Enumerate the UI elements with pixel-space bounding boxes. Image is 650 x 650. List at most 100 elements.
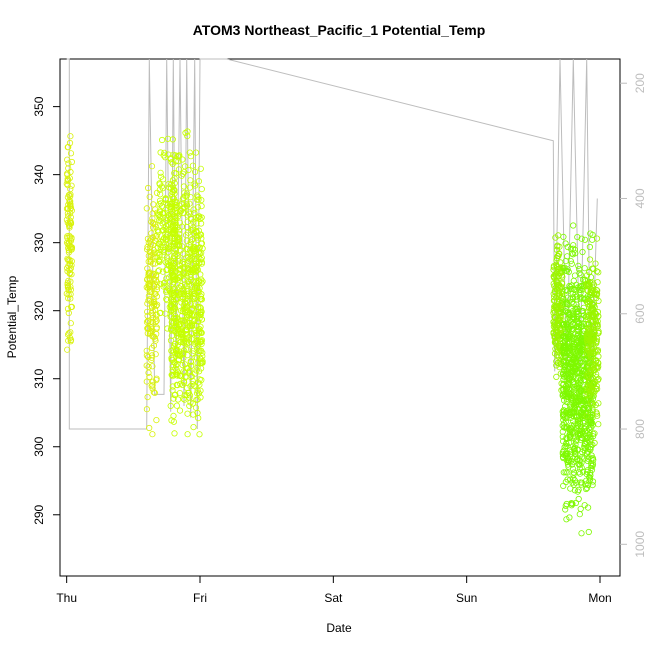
data-point — [569, 251, 577, 258]
data-point — [64, 264, 71, 272]
data-point — [184, 410, 191, 417]
data-point — [198, 276, 205, 283]
data-point — [585, 279, 592, 287]
data-point — [560, 411, 567, 418]
data-point — [174, 341, 181, 348]
data-point — [175, 255, 182, 262]
data-point — [590, 369, 597, 377]
data-point — [178, 223, 185, 230]
data-point — [581, 265, 588, 272]
data-point — [178, 172, 185, 179]
data-point — [577, 289, 584, 296]
data-point — [186, 394, 193, 401]
data-point — [159, 220, 166, 227]
x-tick-label: Mon — [588, 591, 611, 605]
data-point — [149, 382, 156, 389]
data-point — [161, 279, 168, 286]
data-point — [157, 200, 164, 207]
data-point — [587, 279, 594, 286]
data-point — [594, 287, 601, 294]
data-point — [574, 334, 581, 342]
data-point — [570, 471, 577, 478]
data-point — [563, 516, 570, 523]
data-point — [587, 416, 594, 423]
data-point — [180, 347, 188, 354]
data-point — [569, 417, 577, 425]
data-point — [595, 269, 602, 276]
data-point — [558, 292, 566, 299]
data-point — [550, 266, 557, 273]
data-point — [184, 128, 191, 135]
data-point — [177, 282, 185, 289]
data-point — [163, 288, 170, 295]
data-point — [555, 299, 563, 306]
data-point — [190, 278, 197, 286]
data-point — [65, 239, 73, 246]
data-point — [577, 323, 585, 331]
data-point — [187, 373, 194, 381]
y-tick-label: 340 — [32, 164, 46, 184]
data-point — [584, 325, 592, 332]
data-point — [550, 290, 557, 297]
data-point — [147, 324, 155, 331]
data-point — [184, 313, 191, 320]
data-point — [163, 235, 170, 243]
data-point — [560, 469, 567, 476]
data-point — [157, 149, 164, 156]
depth-series-line — [66, 58, 598, 430]
data-point — [567, 369, 574, 376]
data-point — [171, 180, 178, 187]
data-point — [591, 439, 598, 447]
data-point — [584, 344, 591, 352]
data-point — [64, 281, 71, 288]
data-point — [573, 382, 581, 390]
data-point — [187, 153, 194, 160]
data-point — [68, 271, 75, 278]
data-point — [186, 319, 193, 326]
data-point — [553, 257, 560, 264]
data-point — [562, 452, 570, 459]
data-point — [576, 429, 584, 437]
data-point — [168, 371, 175, 378]
data-point — [64, 284, 72, 291]
data-point — [198, 340, 205, 348]
data-point — [185, 265, 192, 272]
data-point — [169, 267, 176, 274]
data-point — [170, 279, 177, 286]
data-point — [577, 295, 584, 303]
data-point — [164, 135, 171, 142]
data-point — [159, 185, 166, 192]
data-point — [563, 361, 570, 368]
data-point — [148, 310, 155, 317]
data-point — [575, 324, 582, 331]
data-point — [175, 235, 183, 242]
data-point — [551, 322, 558, 329]
data-point — [589, 462, 596, 469]
data-point — [560, 376, 567, 383]
data-point — [555, 315, 562, 322]
data-point — [196, 250, 203, 257]
data-point — [180, 264, 187, 271]
data-point — [167, 261, 174, 269]
data-point — [551, 288, 559, 296]
data-point — [197, 305, 204, 312]
data-point — [588, 466, 596, 473]
data-point — [578, 323, 586, 330]
data-point — [153, 317, 160, 324]
data-point — [67, 206, 74, 213]
data-point — [587, 446, 594, 453]
data-point — [182, 129, 189, 136]
data-point — [147, 328, 154, 335]
data-point — [561, 392, 568, 400]
data-point — [567, 245, 575, 252]
data-point — [564, 461, 572, 468]
y-axis-label: Potential_Temp — [5, 275, 19, 358]
data-point — [181, 361, 189, 368]
data-point — [194, 192, 201, 199]
data-point — [156, 267, 163, 274]
data-point — [146, 269, 153, 276]
data-point — [148, 354, 155, 361]
data-point — [584, 300, 592, 307]
data-point — [181, 276, 188, 283]
data-point — [175, 276, 182, 284]
